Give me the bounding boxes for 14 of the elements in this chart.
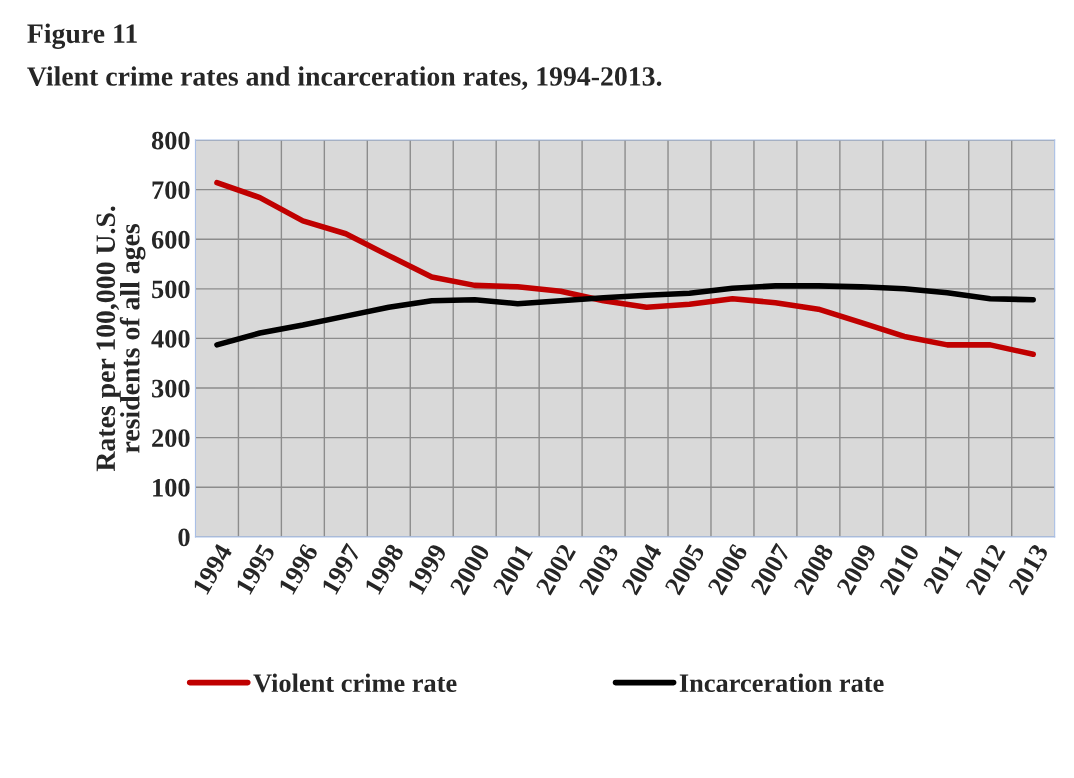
y-tick-label: 400 <box>151 330 190 348</box>
chart-subtitle: Vilent crime rates and incarceration rates, 1994-2013. <box>27 66 662 90</box>
y-tick-label: 100 <box>153 478 190 497</box>
chart-title: Figure 11 <box>27 23 137 49</box>
y-tick-label: 500 <box>152 280 190 299</box>
y-tick-label: 800 <box>151 131 190 150</box>
y-tick-label: 700 <box>152 181 190 200</box>
legend-label: Violent crime rate <box>253 673 457 693</box>
y-axis-title: Rates per 100,000 U.S. residents of all ages <box>96 206 146 472</box>
y-tick-label: 0 <box>178 528 190 547</box>
y-tick-label: 200 <box>152 429 190 448</box>
y-tick-label: 300 <box>152 379 190 398</box>
legend-label: Incarceration rate <box>679 673 884 693</box>
y-tick-label: 600 <box>151 230 190 249</box>
